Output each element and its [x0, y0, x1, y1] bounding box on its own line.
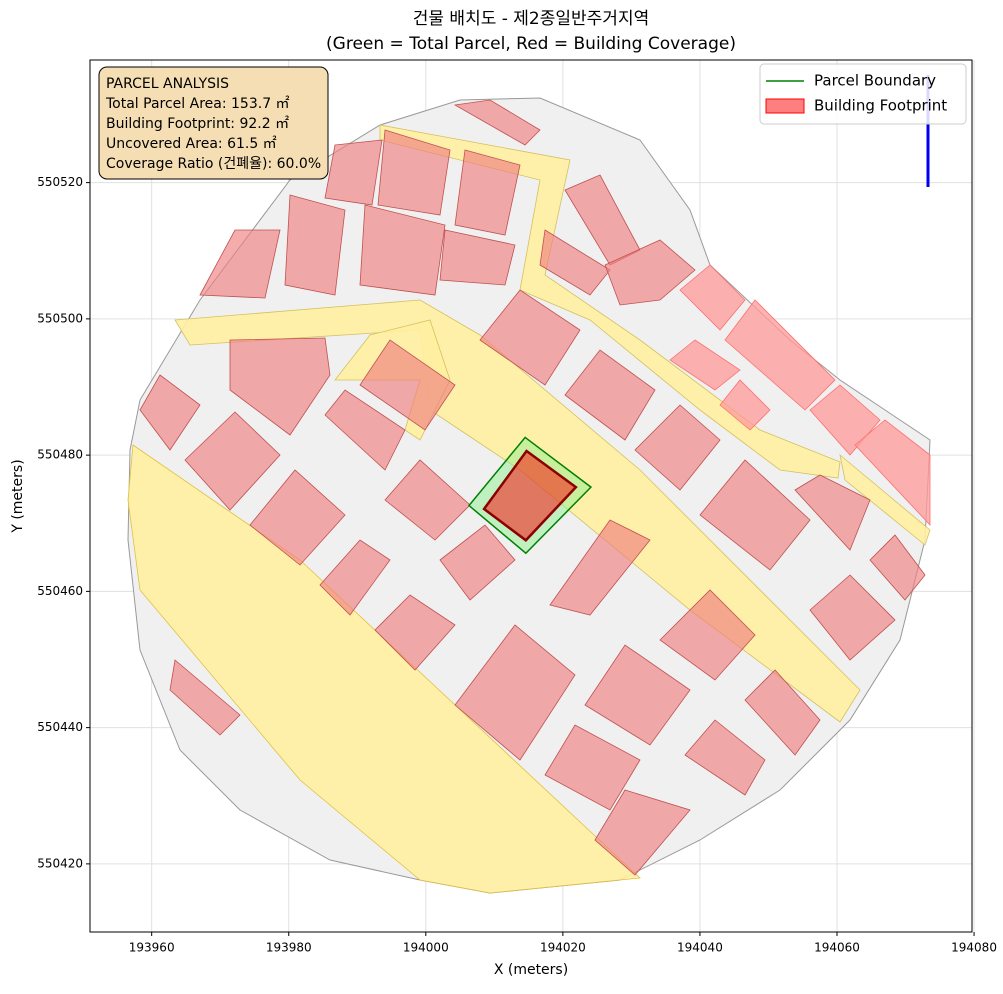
x-tick-label: 194060: [814, 941, 860, 955]
building: [139, 374, 201, 451]
marks: [467, 436, 593, 555]
building: [249, 469, 346, 566]
building: [679, 264, 746, 331]
road: [379, 124, 841, 479]
x-tick-label: 194000: [403, 941, 449, 955]
chart-title: 건물 배치도 - 제2종일반주거지역: [413, 9, 649, 29]
y-tick-label: 550520: [37, 175, 83, 189]
building: [169, 659, 241, 736]
annotation-line: Uncovered Area: 61.5 ㎡: [106, 136, 277, 152]
building: [669, 339, 741, 391]
building: [724, 299, 836, 411]
building: [869, 534, 926, 601]
building: [549, 519, 651, 616]
x-axis-label: X (meters): [494, 962, 568, 978]
building: [564, 349, 656, 441]
building: [584, 644, 691, 746]
building: [184, 411, 281, 511]
building: [319, 539, 391, 616]
building: [479, 289, 581, 386]
annotation-line: PARCEL ANALYSIS: [106, 76, 229, 92]
chart-subtitle: (Green = Total Parcel, Red = Building Co…: [326, 34, 736, 54]
annotation-line: Coverage Ratio (건폐율): 60.0%: [106, 156, 321, 172]
annotation-box: [98, 66, 329, 180]
building: [454, 149, 521, 236]
building: [809, 384, 881, 456]
building: [699, 459, 811, 571]
building: [377, 129, 451, 216]
plot-frame: [89, 59, 973, 933]
building: [199, 229, 281, 299]
building: [634, 404, 721, 491]
building: [453, 99, 541, 146]
y-tick-label: 550420: [37, 856, 83, 870]
building: [439, 524, 516, 601]
building: [374, 594, 456, 671]
legend-label: Parcel Boundary: [814, 72, 936, 90]
building: [719, 379, 771, 431]
building: [539, 229, 611, 296]
building: [544, 724, 641, 811]
legend-label: Building Footprint: [814, 97, 947, 115]
building: [854, 419, 931, 527]
annotation-line: Total Parcel Area: 153.7 ㎡: [105, 96, 290, 112]
building: [324, 139, 383, 206]
x-tick-label: 193960: [129, 941, 175, 955]
building-polygon: [482, 449, 578, 542]
legend: Parcel Boundary Building Footprint: [759, 63, 967, 125]
y-tick-label: 550500: [37, 311, 83, 325]
building: [439, 229, 516, 286]
building: [744, 669, 821, 756]
building: [359, 339, 456, 431]
y-tick-label: 550460: [37, 584, 83, 598]
x-tick-label: 194040: [677, 941, 723, 955]
building: [809, 574, 896, 661]
building: [684, 719, 766, 796]
building: [284, 194, 346, 296]
building: [659, 589, 756, 681]
axes: 193960 193980 194000 194020 194040 194060 1940…: [37, 175, 997, 954]
building: [324, 389, 406, 471]
y-axis-label: Y (meters): [10, 459, 26, 533]
annotation: PARCEL ANALYSIS Total Parcel Area: 153.7 …: [105, 76, 321, 172]
building: [359, 204, 446, 296]
building: [794, 474, 871, 551]
annotation-line: Building Footprint: 92.2 ㎡: [106, 116, 289, 132]
y-tick-label: 550440: [37, 720, 83, 734]
road: [839, 453, 931, 546]
building: [454, 624, 576, 761]
building: [604, 239, 696, 306]
x-tick-label: 194020: [540, 941, 586, 955]
x-tick-label: 194080: [951, 941, 997, 955]
y-tick-label: 550480: [37, 448, 83, 462]
building: [229, 337, 331, 436]
building: [594, 789, 691, 876]
x-tick-label: 193980: [266, 941, 312, 955]
legend-patch: [765, 98, 805, 114]
legend-box: [759, 63, 967, 125]
